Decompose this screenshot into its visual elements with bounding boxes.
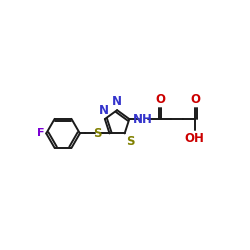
Text: N: N xyxy=(99,104,109,117)
Text: N: N xyxy=(112,95,122,108)
Text: OH: OH xyxy=(185,132,204,145)
Text: S: S xyxy=(94,127,102,140)
Text: O: O xyxy=(190,93,200,106)
Text: NH: NH xyxy=(133,112,153,126)
Text: S: S xyxy=(126,136,135,148)
Text: O: O xyxy=(155,93,165,106)
Text: F: F xyxy=(37,128,44,138)
